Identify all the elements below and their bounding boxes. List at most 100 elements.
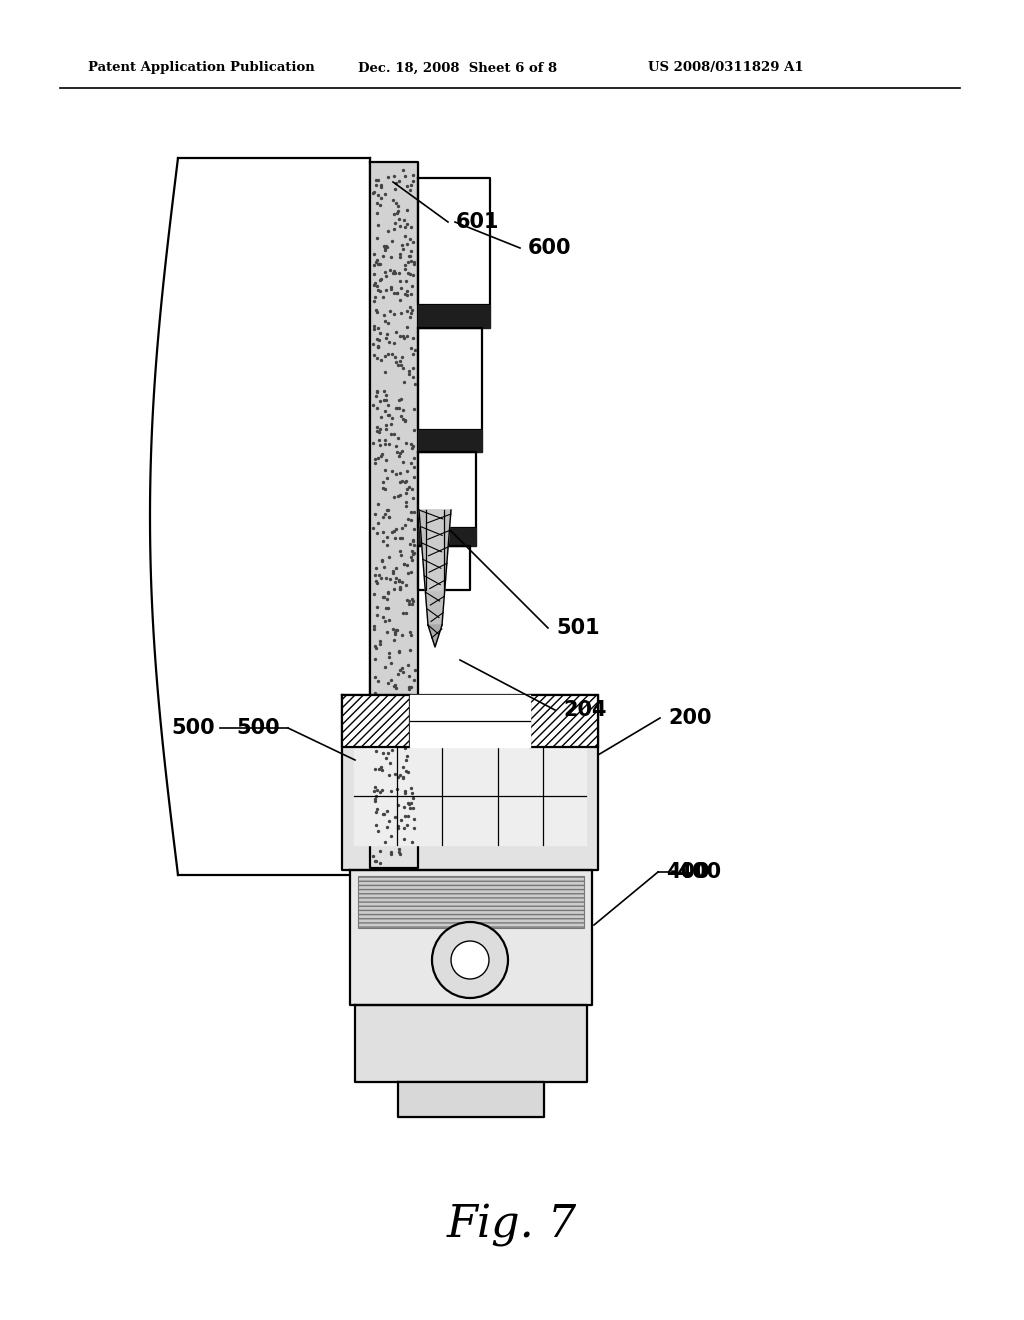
Point (372, 634, 388, 655)
Point (397, 259, 414, 280)
Text: 500: 500 (171, 718, 215, 738)
Point (381, 546, 397, 568)
Point (390, 570, 407, 591)
Point (388, 519, 404, 540)
Point (383, 424, 399, 445)
Text: Dec. 18, 2008  Sheet 6 of 8: Dec. 18, 2008 Sheet 6 of 8 (358, 62, 557, 74)
Point (399, 805, 416, 826)
Point (395, 713, 412, 734)
Point (384, 231, 400, 252)
Point (388, 397, 404, 418)
Point (390, 195, 407, 216)
Point (398, 281, 415, 302)
Point (380, 343, 396, 364)
Point (392, 527, 409, 548)
Point (404, 541, 421, 562)
Point (381, 710, 397, 731)
Point (386, 304, 402, 325)
Point (392, 289, 409, 310)
Point (389, 428, 406, 449)
Point (391, 838, 408, 859)
Point (386, 333, 402, 354)
Point (382, 653, 398, 675)
Point (392, 473, 409, 494)
Point (369, 799, 385, 820)
Point (379, 817, 395, 838)
Point (394, 399, 411, 420)
Point (394, 239, 411, 260)
Point (398, 326, 415, 347)
Point (377, 611, 393, 632)
Point (396, 282, 413, 304)
Point (385, 263, 401, 284)
Point (383, 279, 399, 300)
Point (407, 467, 423, 488)
Point (369, 597, 385, 618)
Point (400, 655, 417, 676)
Point (381, 610, 397, 631)
Point (401, 477, 418, 498)
Point (388, 397, 404, 418)
Text: 600: 600 (528, 238, 571, 257)
Point (404, 587, 421, 609)
Point (407, 374, 423, 395)
Point (370, 512, 386, 533)
Point (376, 235, 392, 256)
Point (367, 648, 383, 669)
Point (386, 807, 402, 828)
Point (394, 325, 411, 346)
Point (377, 238, 393, 259)
Point (388, 709, 404, 730)
Point (389, 282, 406, 304)
Point (402, 546, 419, 568)
Point (375, 606, 391, 627)
Point (367, 706, 383, 727)
Point (404, 529, 421, 550)
Point (383, 343, 399, 364)
Point (390, 723, 407, 744)
Point (388, 193, 404, 214)
Point (378, 450, 394, 471)
Point (377, 400, 393, 421)
Bar (530, 696, 598, 747)
Point (368, 638, 384, 659)
Point (382, 669, 398, 690)
Point (406, 535, 422, 556)
Point (374, 444, 390, 465)
Point (374, 759, 390, 780)
Point (367, 447, 383, 469)
Point (386, 282, 402, 304)
Point (396, 327, 413, 348)
Polygon shape (150, 158, 178, 875)
Point (387, 675, 403, 696)
Point (402, 282, 419, 304)
Polygon shape (370, 162, 418, 869)
Point (404, 164, 421, 185)
Point (372, 391, 388, 412)
Point (406, 488, 422, 510)
Point (383, 780, 399, 801)
Point (399, 508, 416, 529)
Point (366, 780, 382, 801)
Point (382, 752, 398, 774)
Point (369, 573, 385, 594)
Point (379, 467, 395, 488)
Point (383, 842, 399, 863)
Point (379, 589, 395, 610)
Point (382, 260, 398, 281)
Point (374, 549, 390, 570)
Point (386, 218, 402, 239)
Point (402, 453, 419, 474)
Polygon shape (419, 510, 451, 624)
Point (370, 337, 386, 358)
Point (378, 389, 394, 411)
Point (369, 605, 385, 626)
Point (406, 358, 422, 379)
Point (388, 685, 404, 706)
Point (384, 408, 400, 429)
Point (380, 598, 396, 619)
Point (388, 351, 404, 372)
Bar (358, 876, 584, 928)
Point (406, 692, 422, 713)
Point (398, 285, 415, 306)
